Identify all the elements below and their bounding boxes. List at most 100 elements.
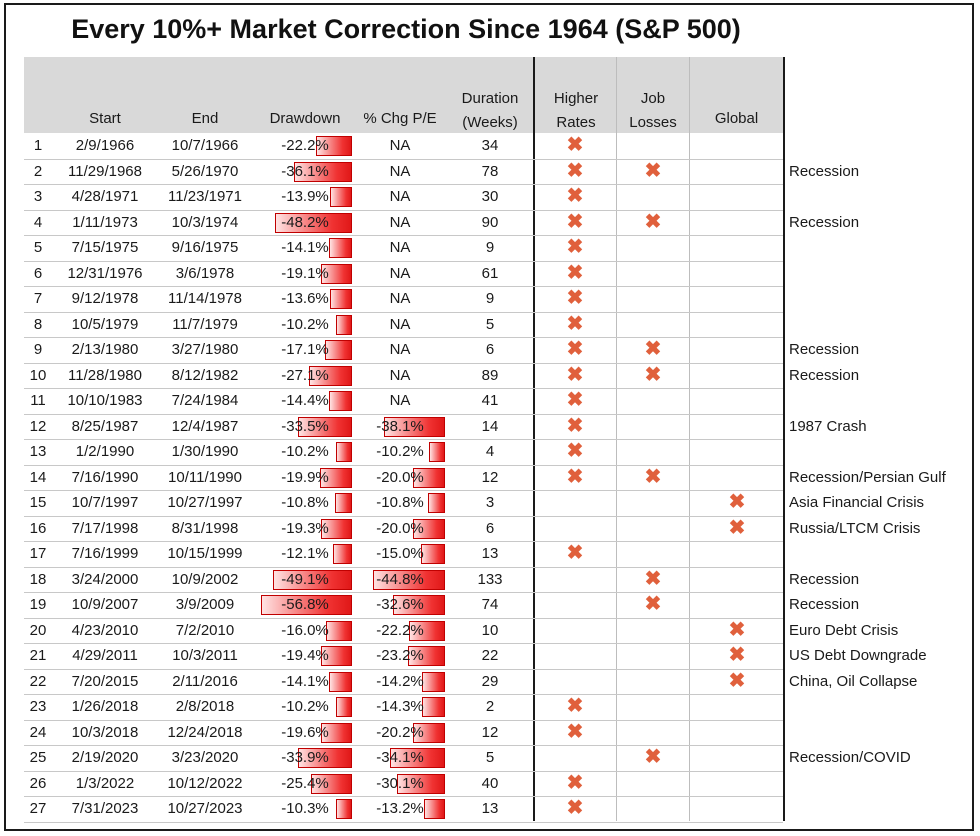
drawdown-value: -10.2% bbox=[281, 315, 329, 333]
pe-change-value: -32.6% bbox=[376, 596, 424, 613]
row-divider bbox=[24, 235, 783, 236]
higher-rates-cross-icon: ✖ bbox=[566, 771, 584, 794]
pe-change-value: -10.8% bbox=[376, 494, 424, 511]
table-row: 12 8/25/1987 12/4/1987 -33.5% -38.1% 14 1987 C… bbox=[0, 414, 980, 440]
duration-weeks: 13 bbox=[481, 545, 499, 562]
end-date: 11/23/1971 bbox=[168, 188, 242, 205]
duration-weeks: 78 bbox=[481, 162, 499, 180]
higher-rates-cross-icon: ✖ bbox=[566, 261, 584, 284]
cause-note: Euro Debt Crisis bbox=[789, 621, 899, 639]
row-number: 18 bbox=[29, 570, 47, 588]
table-row: 21 4/29/2011 10/3/2011 -19.4% -23.2% 22 US Deb… bbox=[0, 643, 980, 670]
higher-rates-cross-icon: ✖ bbox=[566, 695, 584, 717]
duration-weeks: 22 bbox=[481, 647, 499, 664]
higher-rates-cross-icon: ✖ bbox=[566, 440, 584, 462]
duration-weeks: 4 bbox=[485, 443, 495, 460]
pe-change-value: NA bbox=[389, 162, 411, 180]
cause-note bbox=[789, 388, 974, 414]
row-number: 9 bbox=[33, 341, 43, 358]
row-divider bbox=[24, 821, 783, 823]
pe-change-bar bbox=[422, 697, 445, 717]
drawdown-bar bbox=[332, 544, 352, 564]
row-divider bbox=[24, 158, 783, 160]
cause-note: Recession bbox=[789, 596, 860, 613]
row-divider bbox=[24, 209, 783, 211]
pe-change-value: -13.2% bbox=[376, 800, 424, 817]
pe-change-value: -15.0% bbox=[376, 545, 424, 562]
start-date: 7/20/2015 bbox=[71, 672, 139, 690]
higher-rates-cross-icon: ✖ bbox=[566, 363, 584, 386]
header-duration: Duration (Weeks) bbox=[450, 81, 530, 137]
pe-change-value: NA bbox=[389, 290, 411, 307]
pe-change-value: NA bbox=[389, 366, 411, 384]
start-date: 7/16/1999 bbox=[71, 545, 139, 562]
pe-change-value: -44.8% bbox=[376, 570, 424, 588]
higher-rates-cross-icon: ✖ bbox=[566, 542, 584, 564]
higher-rates-cross-icon: ✖ bbox=[566, 159, 584, 182]
drawdown-value: -10.2% bbox=[281, 698, 329, 715]
start-date: 10/10/1983 bbox=[67, 392, 143, 409]
pe-change-bar bbox=[413, 518, 445, 539]
pe-change-value: -14.2% bbox=[376, 672, 424, 690]
drawdown-bar bbox=[321, 518, 352, 539]
cause-note: US Debt Downgrade bbox=[789, 647, 927, 664]
drawdown-bar bbox=[320, 722, 352, 743]
table-row: 8 10/5/1979 11/7/1979 -10.2% NA 5 ✖ bbox=[0, 312, 980, 338]
row-number: 10 bbox=[29, 366, 47, 384]
duration-weeks: 89 bbox=[481, 366, 499, 384]
start-date: 10/9/2007 bbox=[71, 596, 139, 613]
end-date: 5/26/1970 bbox=[171, 162, 239, 180]
start-date: 1/26/2018 bbox=[71, 698, 139, 715]
pe-change-value: -20.0% bbox=[376, 468, 424, 486]
duration-weeks: 10 bbox=[481, 621, 499, 639]
start-date: 7/17/1998 bbox=[71, 519, 139, 537]
pe-change-bar bbox=[407, 646, 445, 666]
row-divider bbox=[24, 260, 783, 262]
job-losses-cross-icon: ✖ bbox=[644, 338, 662, 360]
start-date: 1/3/2022 bbox=[75, 774, 135, 792]
drawdown-value: -27.1% bbox=[281, 366, 329, 384]
end-date: 10/7/1966 bbox=[171, 137, 239, 154]
start-date: 7/16/1990 bbox=[71, 468, 139, 486]
end-date: 10/12/2022 bbox=[167, 774, 243, 792]
row-number: 11 bbox=[30, 392, 46, 409]
pe-change-bar bbox=[396, 773, 445, 794]
row-number: 6 bbox=[33, 264, 43, 282]
end-date: 10/27/2023 bbox=[167, 800, 243, 817]
pe-change-value: NA bbox=[389, 392, 411, 409]
end-date: 2/11/2016 bbox=[172, 672, 238, 690]
end-date: 2/8/2018 bbox=[175, 698, 235, 715]
drawdown-value: -19.3% bbox=[281, 519, 329, 537]
table-row: 26 1/3/2022 10/12/2022 -25.4% -30.1% 40 ✖ bbox=[0, 771, 980, 797]
row-divider bbox=[24, 362, 783, 364]
row-divider bbox=[24, 617, 783, 619]
drawdown-bar bbox=[274, 212, 352, 233]
drawdown-value: -10.8% bbox=[281, 494, 329, 511]
global-cross-icon: ✖ bbox=[728, 516, 746, 539]
row-divider bbox=[24, 745, 783, 746]
table-row: 17 7/16/1999 10/15/1999 -12.1% -15.0% 13 ✖ bbox=[0, 541, 980, 568]
global-cross-icon: ✖ bbox=[728, 491, 746, 513]
drawdown-bar bbox=[324, 340, 352, 360]
header-global-label: Global bbox=[714, 110, 759, 127]
pe-change-value: -38.1% bbox=[376, 417, 424, 435]
table-row: 19 10/9/2007 3/9/2009 -56.8% -32.6% 74 Recessi… bbox=[0, 592, 980, 619]
cause-note bbox=[789, 312, 974, 338]
header-rates-bottom: Rates bbox=[556, 114, 596, 131]
duration-weeks: 40 bbox=[481, 774, 499, 792]
duration-weeks: 30 bbox=[481, 188, 499, 205]
row-divider bbox=[24, 668, 783, 670]
duration-weeks: 29 bbox=[481, 672, 499, 690]
end-date: 10/11/1990 bbox=[168, 468, 242, 486]
drawdown-value: -17.1% bbox=[281, 341, 329, 358]
pe-change-bar bbox=[427, 493, 445, 513]
row-divider bbox=[24, 286, 783, 287]
cause-note: Recession bbox=[789, 341, 860, 358]
cause-note: 1987 Crash bbox=[789, 417, 867, 435]
start-date: 12/31/1976 bbox=[67, 264, 143, 282]
pe-change-value: -14.3% bbox=[376, 698, 424, 715]
drawdown-value: -22.2% bbox=[281, 137, 329, 154]
start-date: 11/29/1968 bbox=[68, 162, 142, 180]
pe-change-value: NA bbox=[389, 264, 411, 282]
cause-note bbox=[789, 796, 974, 822]
